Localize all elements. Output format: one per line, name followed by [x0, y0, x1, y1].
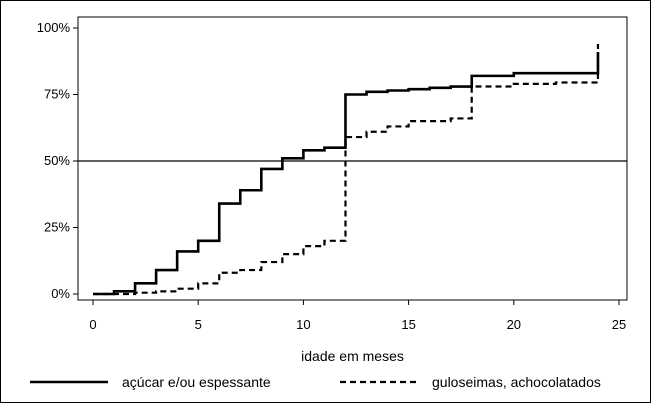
legend-label-1: açúcar e/ou espessante	[122, 374, 271, 390]
y-tick-label: 75%	[44, 87, 70, 102]
legend-label-2: guloseimas, achocolatados	[432, 374, 601, 390]
x-tick-label: 5	[195, 317, 202, 332]
x-tick-label: 15	[401, 317, 415, 332]
y-tick-label: 0%	[51, 286, 70, 301]
x-tick-label: 0	[89, 317, 96, 332]
x-axis-label: idade em meses	[301, 348, 404, 364]
plot-area	[77, 16, 628, 301]
series-line-2	[93, 43, 600, 296]
series-line-1	[93, 51, 600, 296]
x-tick-label: 10	[296, 317, 310, 332]
y-tick-label: 50%	[44, 153, 70, 168]
y-tick-label: 100%	[37, 20, 71, 35]
plot-border	[77, 16, 628, 301]
series-layer	[93, 43, 600, 296]
axes: 0% 25% 50% 75% 100% 0 5 10 15 20 25	[37, 20, 627, 332]
x-tick-label: 20	[507, 317, 521, 332]
y-tick-label: 25%	[44, 220, 70, 235]
legend: açúcar e/ou espessante guloseimas, achoco…	[30, 374, 601, 390]
x-tick-label: 25	[612, 317, 626, 332]
